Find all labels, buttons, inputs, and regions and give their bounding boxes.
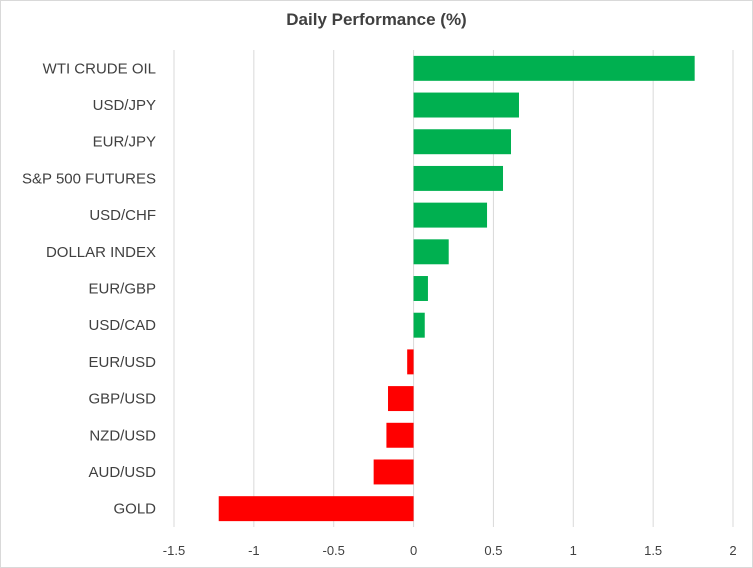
bar: [413, 312, 425, 338]
category-label: USD/JPY: [93, 97, 156, 114]
bar: [413, 276, 428, 301]
x-tick-label: 0: [410, 543, 417, 558]
x-tick-label: 0.5: [484, 543, 502, 558]
bar: [218, 496, 414, 522]
bar: [373, 459, 414, 485]
x-tick-label: 1: [570, 543, 577, 558]
gridlines: [173, 50, 734, 527]
bar: [413, 202, 488, 228]
bar: [413, 129, 511, 155]
category-label: GBP/USD: [88, 391, 156, 408]
category-label: USD/CHF: [89, 207, 156, 224]
bar: [413, 165, 504, 191]
category-label: GOLD: [113, 501, 156, 518]
x-tick-label: -1: [248, 543, 260, 558]
bar: [386, 422, 414, 448]
category-label: NZD/USD: [89, 427, 156, 444]
bars: [218, 55, 695, 522]
x-tick-label: -1.5: [163, 543, 185, 558]
chart-title: Daily Performance (%): [286, 10, 467, 29]
category-label: WTI CRUDE OIL: [43, 60, 156, 77]
x-axis-ticks: -1.5 -1 -0.5 0 0.5 1 1.5 2: [163, 543, 737, 558]
category-label: AUD/USD: [88, 464, 156, 481]
category-label: EUR/JPY: [93, 134, 156, 151]
category-label: EUR/GBP: [88, 281, 156, 298]
x-tick-label: -0.5: [323, 543, 345, 558]
x-tick-label: 1.5: [644, 543, 662, 558]
category-label: S&P 500 FUTURES: [22, 170, 156, 187]
x-tick-label: 2: [729, 543, 736, 558]
category-labels: WTI CRUDE OIL USD/JPY EUR/JPY S&P 500 FUTUR…: [22, 60, 156, 517]
bar: [407, 349, 414, 375]
bar: [413, 55, 695, 81]
category-label: DOLLAR INDEX: [46, 244, 156, 261]
category-label: USD/CAD: [88, 317, 156, 334]
bar: [388, 386, 414, 412]
category-label: EUR/USD: [88, 354, 156, 371]
bar: [413, 239, 449, 265]
bar: [413, 92, 519, 118]
